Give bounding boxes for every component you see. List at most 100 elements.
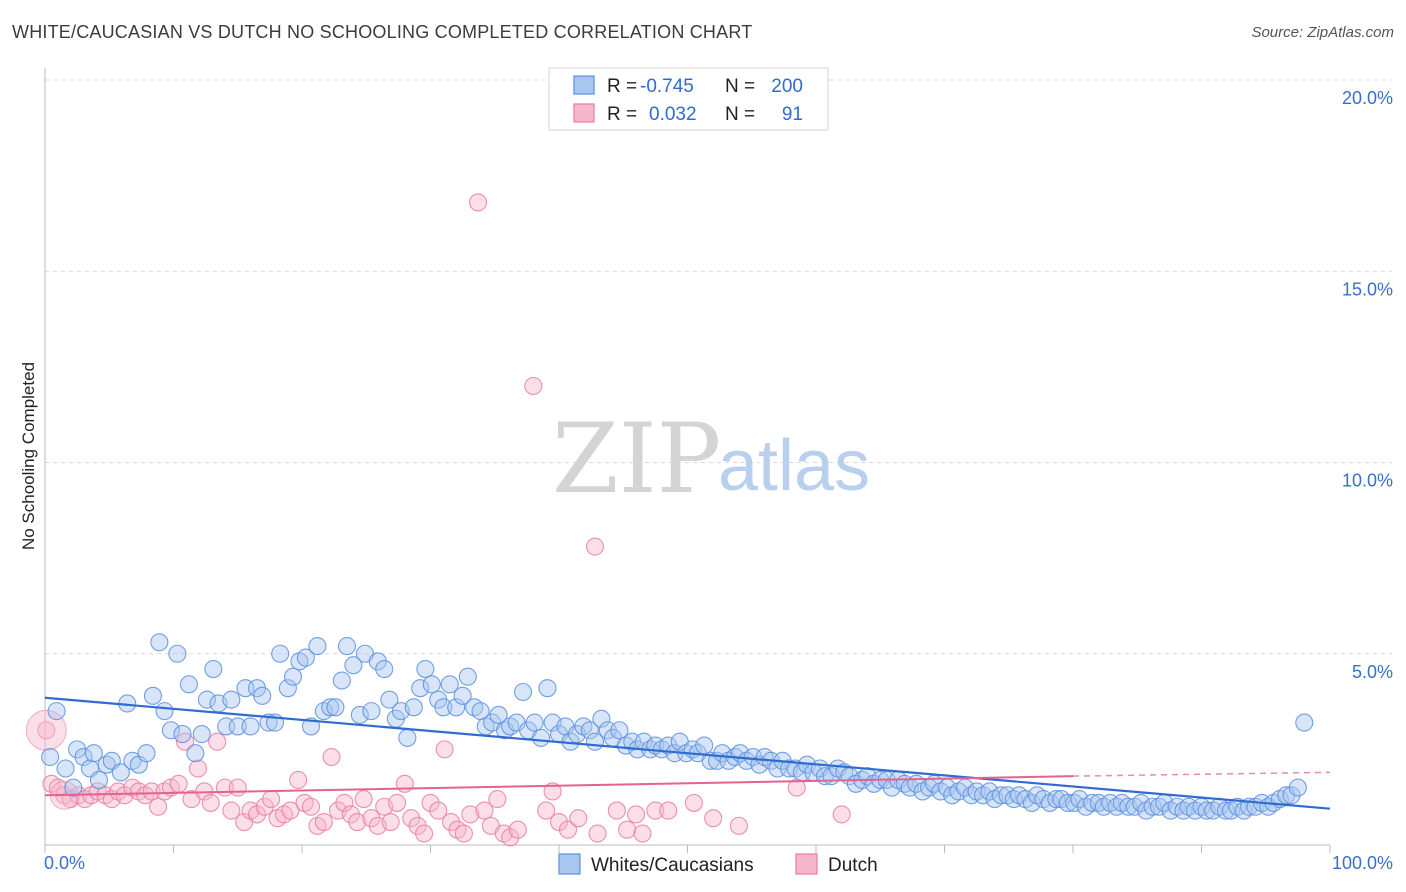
y-tick-label: 20.0% [1342,88,1393,108]
white-point [513,682,533,702]
dutch-point [228,778,247,797]
dutch-point [558,820,578,839]
legend-swatch-dutch [573,103,595,123]
dutch-point [585,537,605,556]
dutch-point [415,824,434,843]
white-point [380,690,399,709]
axes [44,68,1331,853]
dutch-point [704,809,723,828]
white-point [404,698,423,717]
dutch-point [222,801,241,820]
white-point [489,705,508,725]
dutch-point [149,797,168,816]
legend-n-label-dutch: N = [725,104,755,125]
dutch-point [169,774,188,793]
white-point [173,725,192,744]
dutch-point [348,812,367,832]
legend-r-value-white: -0.745 [640,76,694,97]
dutch-point [335,793,354,812]
white-point [326,698,345,717]
chart-title: WHITE/CAUCASIAN VS DUTCH NO SCHOOLING CO… [12,22,753,42]
dutch-point [442,812,461,832]
legend-r-label-white: R = [607,76,637,97]
white-point [416,659,435,679]
dutch-point [48,778,67,797]
dutch-point [301,797,321,816]
white-point [143,686,162,705]
dutch-point [501,828,520,847]
y-tick-label: 5.0% [1352,662,1393,682]
y-tick-label: 10.0% [1342,471,1393,491]
dutch-trend-line [44,775,1074,797]
white-point [253,686,272,705]
legend-box: R = -0.745 N = 200 R = 0.032 N = 91 [548,67,829,131]
white-point [538,679,557,698]
white-point [1047,790,1066,809]
dutch-point [524,376,543,396]
white-point [301,717,321,736]
white-point [434,698,453,717]
white-point [84,744,103,763]
white-point [1216,801,1235,820]
white-point [332,671,351,690]
legend-r-label-dutch: R = [607,104,637,125]
white-point [197,690,216,709]
white-point [1295,713,1314,732]
dutch-trend-line-extrapolated [1072,771,1331,777]
white-point [592,709,611,728]
dutch-point [208,732,227,751]
dutch-point [588,824,607,843]
white-point [186,744,205,763]
white-point [56,759,75,778]
white-point [296,648,315,667]
dutch-point [388,793,407,812]
white-point [610,721,629,740]
white-point [350,705,369,725]
dutch-point [543,782,562,801]
dutch-point [402,809,421,828]
dutch-point [115,786,134,805]
dutch-point [381,812,400,832]
dutch-point [684,793,703,812]
white-point [168,644,187,663]
white-point [111,763,130,782]
legend-swatch-white [573,75,595,95]
white-point [1288,778,1307,797]
dutch-point [341,805,360,824]
dutch-points [25,193,851,847]
dutch-point [421,793,440,812]
white-point [1143,797,1162,816]
x-tick-labels: 0.0% 100.0% [44,853,1393,873]
white-point [41,747,60,767]
white-point [222,690,241,709]
white-point [74,747,93,767]
source-credit: Source: ZipAtlas.com [1251,24,1394,41]
white-point [453,686,472,705]
dutch-point [435,740,454,759]
white-point [1282,786,1301,805]
dutch-point [395,774,414,793]
white-point [271,644,290,663]
white-point [204,659,223,679]
white-point [362,702,381,721]
white-trend-line [44,696,1331,810]
white-point [422,675,441,694]
dutch-point [569,809,588,828]
dutch-point [633,824,652,843]
legend-n-value-white: 200 [771,76,803,97]
white-point [447,698,466,717]
white-point [68,740,87,759]
y-tick-labels: 5.0% 10.0% 15.0% 20.0% [1342,88,1393,682]
dutch-point-large [25,709,67,751]
dutch-point [627,805,646,824]
white-point [150,633,169,652]
white-point [179,675,198,694]
legend-r-value-dutch: 0.032 [649,104,697,125]
watermark-atlas: atlas [718,426,870,506]
white-point [283,667,303,686]
white-point [398,728,417,747]
white-point [241,717,260,736]
dutch-point [262,790,281,809]
white-point [192,725,211,744]
